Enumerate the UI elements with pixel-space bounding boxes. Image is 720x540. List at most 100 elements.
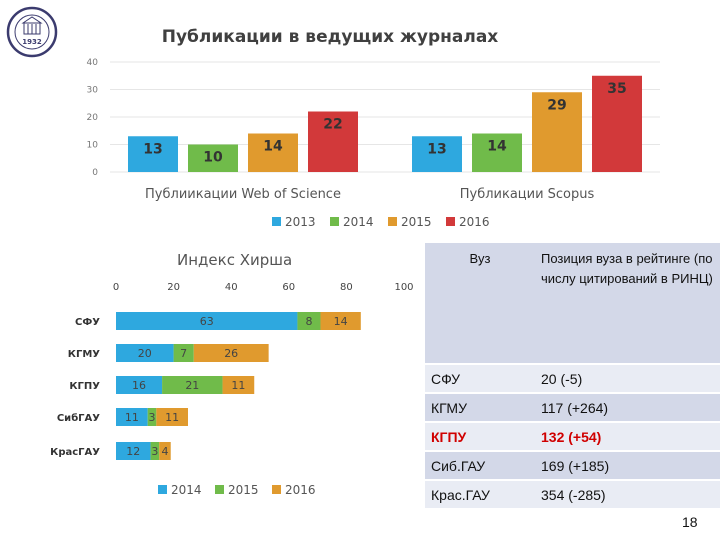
legend-swatch: [158, 485, 167, 494]
legend-label: 2014: [171, 483, 202, 497]
x-tick-label: 100: [394, 282, 413, 293]
data-label: 26: [224, 347, 238, 360]
bar-segment: [116, 376, 163, 394]
data-label: 3: [151, 445, 158, 458]
bar-segment: [320, 312, 361, 330]
data-label: 14: [263, 139, 283, 155]
university-cell: СФУ: [425, 364, 535, 394]
university-cell: КГМУ: [425, 393, 535, 423]
category-label: СФУ: [75, 317, 100, 328]
data-label: 11: [231, 379, 245, 392]
group-label: Публиикации Web of Science: [145, 187, 341, 202]
data-label: 3: [149, 411, 156, 424]
bar: [532, 92, 582, 172]
bar-segment: [193, 344, 269, 362]
ranking-table: Вуз Позиция вуза в рейтинге (по числу ци…: [425, 243, 720, 510]
data-label: 13: [143, 141, 162, 157]
y-tick-label: 30: [87, 86, 99, 96]
category-label: СибГАУ: [57, 412, 100, 424]
bar-segment: [297, 312, 321, 330]
page-number: 18: [682, 514, 698, 530]
category-label: КГМУ: [68, 349, 100, 360]
table-header-position: Позиция вуза в рейтинге (по числу цитиро…: [535, 243, 720, 365]
table-row: КГПУ 132 (+54): [425, 422, 720, 452]
rank-cell: 117 (+264): [535, 393, 720, 423]
data-label: 8: [305, 315, 312, 328]
x-tick-label: 0: [113, 282, 119, 293]
bar-segment: [147, 408, 157, 426]
university-logo: 1932: [6, 6, 58, 58]
rank-cell: 132 (+54): [535, 422, 720, 452]
x-tick-label: 80: [340, 282, 353, 293]
bar-segment: [150, 442, 160, 460]
bar: [248, 133, 298, 172]
bar: [308, 111, 358, 172]
bar: [592, 75, 642, 172]
legend-swatch: [272, 217, 281, 226]
bar-segment: [222, 376, 255, 394]
rank-cell: 169 (+185): [535, 451, 720, 481]
data-label: 11: [125, 411, 139, 424]
bar-segment: [162, 376, 223, 394]
data-label: 21: [185, 379, 199, 392]
x-tick-label: 40: [225, 282, 238, 293]
data-label: 22: [323, 117, 342, 133]
bar: [188, 144, 238, 172]
university-cell: КГПУ: [425, 422, 535, 452]
data-label: 20: [138, 347, 152, 360]
bar-segment: [159, 442, 171, 460]
ranking-table-container: Вуз Позиция вуза в рейтинге (по числу ци…: [425, 243, 720, 510]
rank-cell: 354 (-285): [535, 480, 720, 510]
x-tick-label: 20: [167, 282, 180, 293]
table-row: Крас.ГАУ 354 (-285): [425, 480, 720, 510]
data-label: 14: [487, 139, 507, 155]
legend-swatch: [215, 485, 224, 494]
bar-segment: [116, 312, 298, 330]
bar-segment: [116, 344, 174, 362]
table-header-university: Вуз: [425, 243, 535, 365]
svg-text:1932: 1932: [22, 38, 42, 46]
university-cell: Сиб.ГАУ: [425, 451, 535, 481]
legend-label: 2016: [285, 483, 316, 497]
table-row: Сиб.ГАУ 169 (+185): [425, 451, 720, 481]
data-label: 63: [200, 315, 214, 328]
data-label: 16: [132, 379, 146, 392]
table-row: КГМУ 117 (+264): [425, 393, 720, 423]
legend-label: 2015: [228, 483, 259, 497]
legend-swatch: [330, 217, 339, 226]
y-tick-label: 0: [92, 168, 98, 178]
publications-chart: Публикации в ведущих журналах 0 10 20 30 40 13…: [87, 27, 660, 229]
y-tick-label: 40: [87, 58, 99, 68]
chart-title: Индекс Хирша: [177, 251, 292, 269]
bar-segment: [116, 408, 148, 426]
legend-label: 2016: [459, 215, 490, 229]
data-label: 4: [161, 445, 168, 458]
bar: [412, 136, 462, 172]
legend-label: 2014: [343, 215, 374, 229]
x-tick-label: 60: [282, 282, 295, 293]
y-tick-label: 10: [87, 141, 99, 151]
data-label: 29: [547, 97, 566, 113]
y-tick-label: 20: [87, 113, 99, 123]
chart-title: Публикации в ведущих журналах: [162, 27, 499, 47]
legend-swatch: [388, 217, 397, 226]
data-label: 11: [165, 411, 179, 424]
data-label: 7: [180, 347, 187, 360]
legend-swatch: [446, 217, 455, 226]
bar-segment: [173, 344, 194, 362]
category-label: КрасГАУ: [50, 447, 100, 458]
bar-segment: [116, 442, 151, 460]
data-label: 12: [126, 445, 140, 458]
legend-swatch: [272, 485, 281, 494]
data-label: 14: [334, 315, 348, 328]
bar: [472, 133, 522, 172]
data-label: 35: [607, 81, 626, 97]
category-label: КГПУ: [69, 381, 100, 392]
rank-cell: 20 (-5): [535, 364, 720, 394]
hirsch-index-chart: Индекс Хирша 0 20 40 60 80 100 СФУ 63 8 14 КГМУ 20 7 2…: [50, 251, 413, 497]
data-label: 10: [203, 150, 223, 166]
bar: [128, 136, 178, 172]
data-label: 13: [427, 141, 446, 157]
university-cell: Крас.ГАУ: [425, 480, 535, 510]
bar-segment: [156, 408, 188, 426]
